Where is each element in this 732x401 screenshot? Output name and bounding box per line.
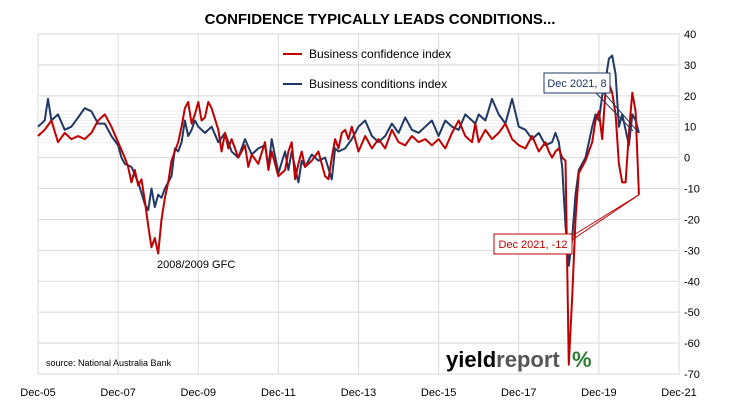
x-tick-label: Dec-11 [261,387,296,399]
x-tick-label: Dec-17 [501,387,536,399]
y-tick-label: 40 [684,29,696,41]
x-tick-label: Dec-07 [100,387,135,399]
y-tick-label: -20 [684,214,700,226]
x-tick-label: Dec-13 [341,387,376,399]
brand-wordmark: yieldreport [446,347,560,372]
legend: Business confidence index Business condi… [283,47,451,91]
x-tick-label: Dec-05 [20,387,55,399]
annotation-gfc: 2008/2009 GFC [157,259,235,271]
axis-layer: 40 30 20 10 0 -10 -20 -30 -40 -50 -60 -70 Dec-05 Dec-… [20,29,700,399]
brand-logo: yieldreport % [446,347,592,372]
y-tick-label: 0 [684,153,690,165]
x-tick-label: Dec-21 [661,387,696,399]
annotation-dec2021-conditions: Dec 2021, 8 [547,78,606,90]
annotation-dec2021-confidence: Dec 2021, -12 [498,239,567,251]
chart-title: CONFIDENCE TYPICALLY LEADS CONDITIONS... [205,11,556,28]
legend-label-conditions: Business conditions index [309,77,447,91]
source-note: source: National Australia Bank [46,358,172,368]
brand-part-1: yield [446,347,496,372]
y-tick-label: -60 [684,338,700,350]
annotation-leader-dec2021-confidence-b [565,194,640,245]
y-tick-label: -30 [684,245,700,257]
x-tick-label: Dec-15 [421,387,456,399]
annotation-box-dec2021-conditions [543,72,611,94]
y-tick-label: -10 [684,184,700,196]
brand-part-2: report [496,347,560,372]
y-tick-label: -70 [684,369,700,381]
percent-icon: % [572,347,592,372]
x-tick-label: Dec-09 [181,387,216,399]
y-tick-label: 10 [684,122,696,134]
x-tick-label: Dec-19 [581,387,616,399]
y-tick-label: -40 [684,276,700,288]
y-tick-label: 20 [684,91,696,103]
series-line-confidence [37,82,640,366]
grid-layer [37,33,680,375]
legend-label-confidence: Business confidence index [309,47,451,61]
annotation-leader-dec2021-conditions-a [603,92,640,134]
annotation-leader-dec2021-conditions-b [595,92,634,132]
annotation-layer: Dec 2021, 8 Dec 2021, -12 2008/2009 GFC [157,72,640,271]
annotation-box-dec2021-confidence [493,233,573,255]
y-tick-label: 30 [684,60,696,72]
annotation-leader-dec2021-confidence-a [571,194,640,237]
y-tick-label: -50 [684,307,700,319]
